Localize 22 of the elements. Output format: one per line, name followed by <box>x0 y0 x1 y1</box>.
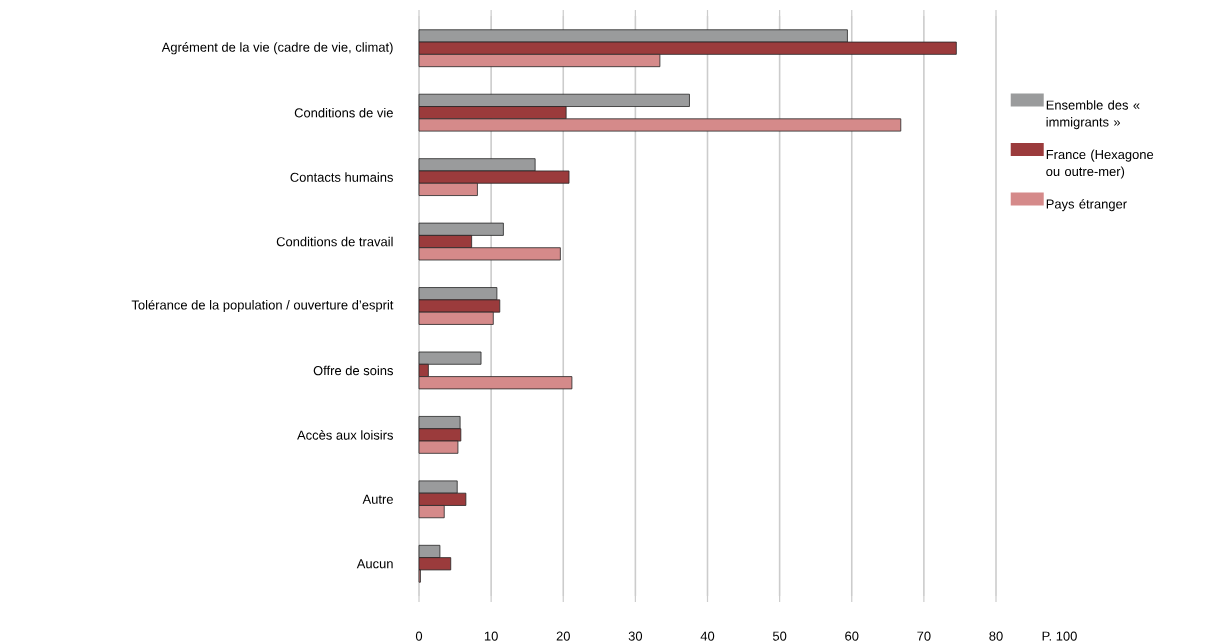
y-tick-label: Accès aux loisirs <box>297 430 393 440</box>
x-tick-label: 70 <box>917 631 931 641</box>
x-tick-label: 0 <box>415 631 423 641</box>
y-tick-label: Aucun <box>356 559 393 569</box>
legend-label: Ensemble des « immigrants » <box>1046 100 1140 130</box>
x-axis-title: P. 100 <box>1042 631 1077 641</box>
y-tick-label: Autre <box>362 494 393 504</box>
legend-label: Pays étranger <box>1046 198 1127 212</box>
y-tick-label: Tolérance de la population / ouverture d’esprit <box>131 299 394 313</box>
y-tick-label: Conditions de travail <box>276 236 393 247</box>
x-tick-label: 60 <box>845 631 859 641</box>
x-tick-label: 50 <box>772 631 787 641</box>
y-tick-label: Contacts humains <box>290 172 393 182</box>
y-tick-label: Agrément de la vie (cadre de vie, climat) <box>161 42 393 55</box>
y-tick-label: Offre de soins <box>313 365 394 376</box>
x-tick-label: 10 <box>484 631 498 641</box>
legend-label: France (Hexagone ou outre-mer) <box>1046 149 1154 179</box>
x-tick-label: 80 <box>989 631 1003 641</box>
x-tick-label: 30 <box>628 631 643 641</box>
y-tick-label: Conditions de vie <box>294 107 393 118</box>
x-tick-label: 40 <box>700 631 715 641</box>
x-tick-label: 20 <box>556 631 570 641</box>
